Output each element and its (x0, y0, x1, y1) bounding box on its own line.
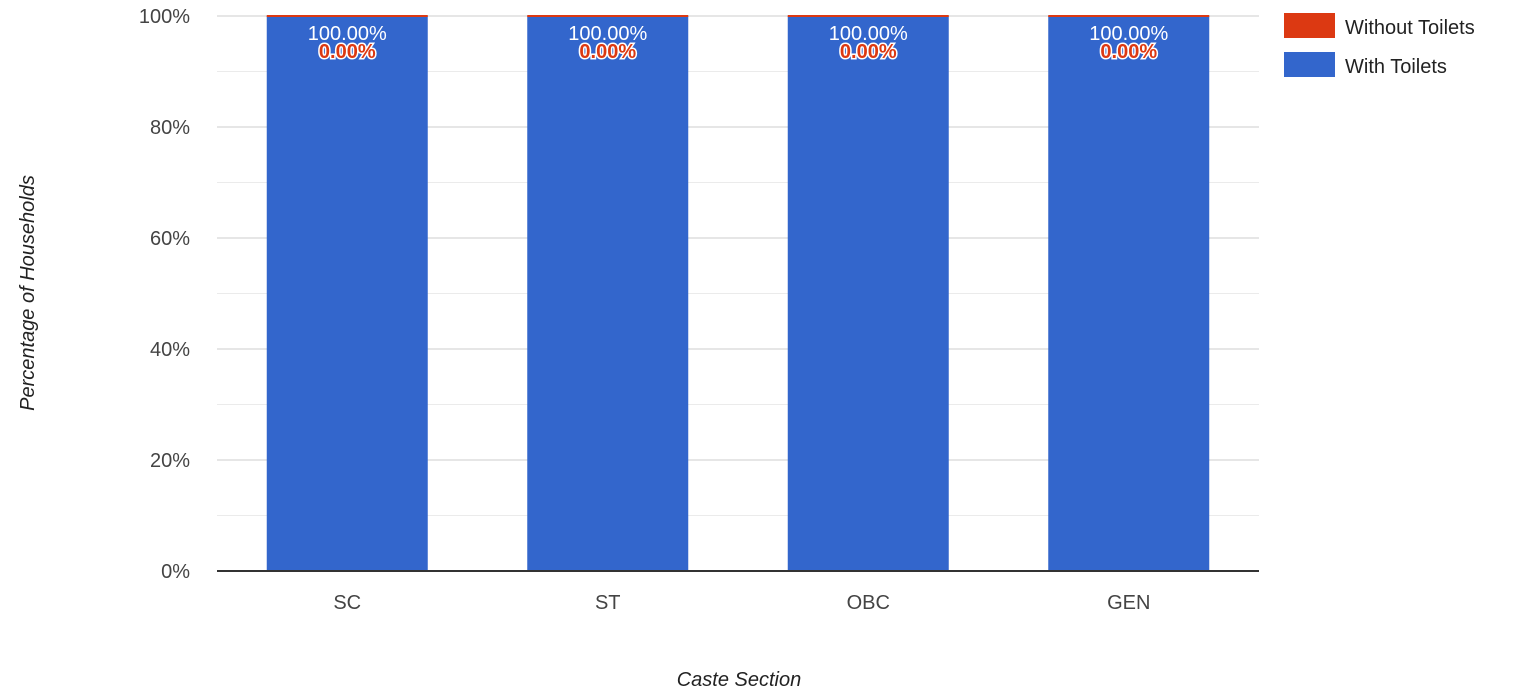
bar-without-toilets (787, 15, 949, 17)
data-label-without-toilets: 0.00% (840, 41, 897, 63)
x-tick-label: OBC (847, 592, 890, 614)
legend-swatch (1284, 13, 1335, 38)
bar-with-toilets (1048, 16, 1210, 571)
x-axis-title: Caste Section (677, 669, 802, 691)
y-tick-label: 100% (139, 6, 190, 28)
y-tick-label: 40% (150, 339, 190, 361)
data-label-without-toilets: 0.00% (579, 41, 636, 63)
y-tick-label: 80% (150, 117, 190, 139)
x-axis-ticks: SC ST OBC GEN (333, 592, 1150, 614)
bar-without-toilets (266, 15, 428, 17)
x-tick-label: ST (595, 592, 621, 614)
legend-swatch (1284, 52, 1335, 77)
data-label-with-toilets: 100.00% (568, 23, 647, 45)
legend-label: Without Toilets (1345, 17, 1475, 39)
data-label-without-toilets: 0.00% (1100, 41, 1157, 63)
data-label-with-toilets: 100.00% (1089, 23, 1168, 45)
legend-label: With Toilets (1345, 56, 1447, 78)
x-tick-label: GEN (1107, 592, 1150, 614)
y-tick-label: 60% (150, 228, 190, 250)
bar-without-toilets (527, 15, 689, 17)
y-tick-label: 0% (161, 561, 190, 583)
x-tick-label: SC (333, 592, 361, 614)
data-label-with-toilets: 100.00% (308, 23, 387, 45)
data-label-with-toilets: 100.00% (829, 23, 908, 45)
y-tick-label: 20% (150, 450, 190, 472)
data-label-without-toilets: 0.00% (319, 41, 376, 63)
legend: Without Toilets With Toilets (1284, 13, 1475, 78)
data-labels: 100.00%0.00%100.00%0.00%100.00%0.00%100.… (308, 23, 1169, 65)
bar-with-toilets (787, 16, 949, 571)
y-axis-title: Percentage of Households (17, 175, 39, 411)
bars (266, 15, 1210, 571)
bar-without-toilets (1048, 15, 1210, 17)
bar-with-toilets (266, 16, 428, 571)
y-axis-ticks: 0% 20% 40% 60% 80% 100% (139, 6, 190, 583)
bar-with-toilets (527, 16, 689, 571)
